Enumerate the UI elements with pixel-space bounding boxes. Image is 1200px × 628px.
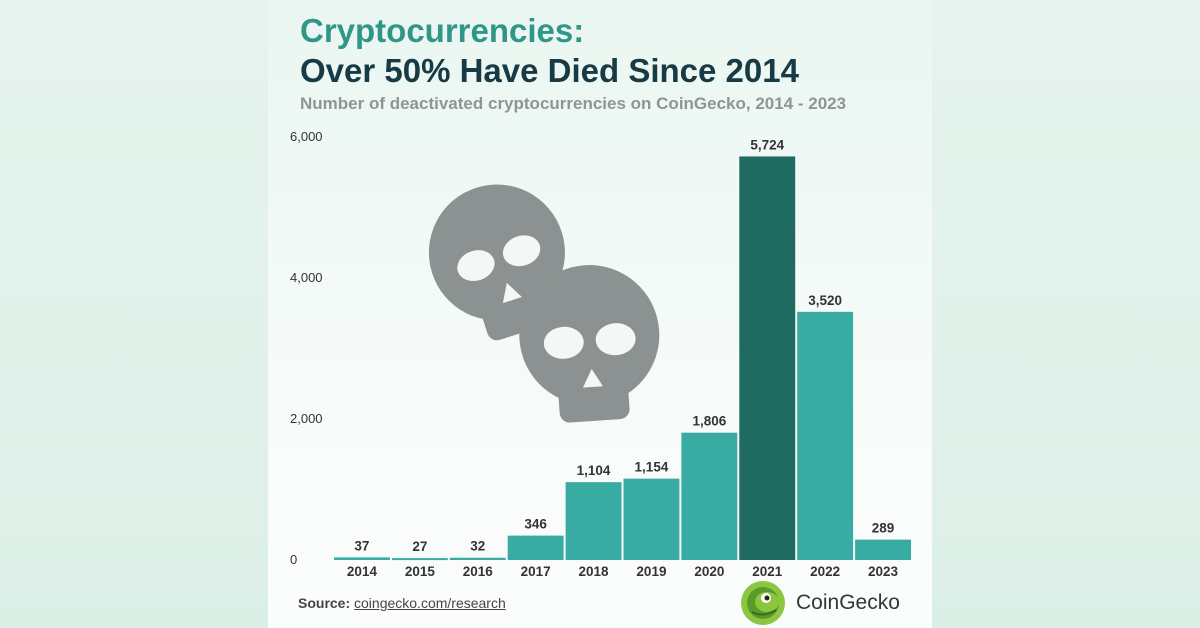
source-label: Source:: [298, 595, 351, 611]
y-axis: 0 2,000 4,000 6,000: [290, 129, 323, 567]
x-tick-label: 2017: [521, 564, 551, 579]
bar-2022: [797, 311, 854, 560]
y-tick-label: 2,000: [290, 411, 323, 426]
data-label-2022: 3,520: [808, 293, 842, 308]
data-label-2021: 5,724: [750, 137, 784, 152]
data-label-2014: 37: [354, 538, 369, 553]
y-tick-label: 6,000: [290, 129, 323, 144]
gecko-logo-icon: [741, 581, 785, 625]
title-line-2: Over 50% Have Died Since 2014: [300, 52, 799, 89]
x-tick-label: 2023: [868, 564, 899, 579]
x-tick-label: 2016: [463, 564, 494, 579]
skulls-illustration: [428, 184, 660, 423]
data-label-2018: 1,104: [577, 463, 611, 478]
y-tick-label: 4,000: [290, 270, 323, 285]
bar-2014: [334, 557, 390, 560]
bar-2020: [681, 432, 738, 560]
data-label-2017: 346: [524, 517, 547, 532]
y-tick-label: 0: [290, 552, 297, 567]
x-tick-label: 2020: [694, 564, 724, 579]
x-tick-label: 2022: [810, 564, 840, 579]
source-note: Source: coingecko.com/research: [298, 595, 506, 611]
bars: 37 27 32 346 1,104 1,154 1,806 5,724 3,520 289: [334, 137, 911, 561]
data-label-2019: 1,154: [635, 460, 669, 475]
data-label-2015: 27: [412, 539, 427, 554]
x-tick-label: 2019: [636, 564, 666, 579]
x-tick-label: 2018: [579, 564, 610, 579]
data-label-2023: 289: [872, 521, 895, 536]
x-tick-label: 2021: [752, 564, 783, 579]
skull-icon: [519, 265, 660, 423]
data-label-2016: 32: [470, 539, 485, 554]
bar-2016: [449, 557, 506, 560]
bar-2015: [391, 558, 448, 561]
bar-2017: [507, 535, 564, 560]
bar-2018: [565, 482, 622, 560]
source-link[interactable]: coingecko.com/research: [354, 595, 506, 611]
bar-2019: [623, 478, 680, 560]
bar-2021: [739, 156, 796, 560]
chart-subtitle: Number of deactivated cryptocurrencies o…: [300, 94, 847, 113]
x-tick-label: 2014: [347, 564, 378, 579]
bar-2023: [855, 539, 911, 560]
x-axis: 2014 2015 2016 2017 2018 2019 2020 2021 2022 2023: [347, 564, 899, 579]
brand-logo: CoinGecko: [740, 580, 900, 626]
data-label-2020: 1,806: [692, 414, 726, 429]
x-tick-label: 2015: [405, 564, 436, 579]
title-line-1: Cryptocurrencies:: [300, 12, 585, 49]
brand-name: CoinGecko: [796, 591, 900, 614]
